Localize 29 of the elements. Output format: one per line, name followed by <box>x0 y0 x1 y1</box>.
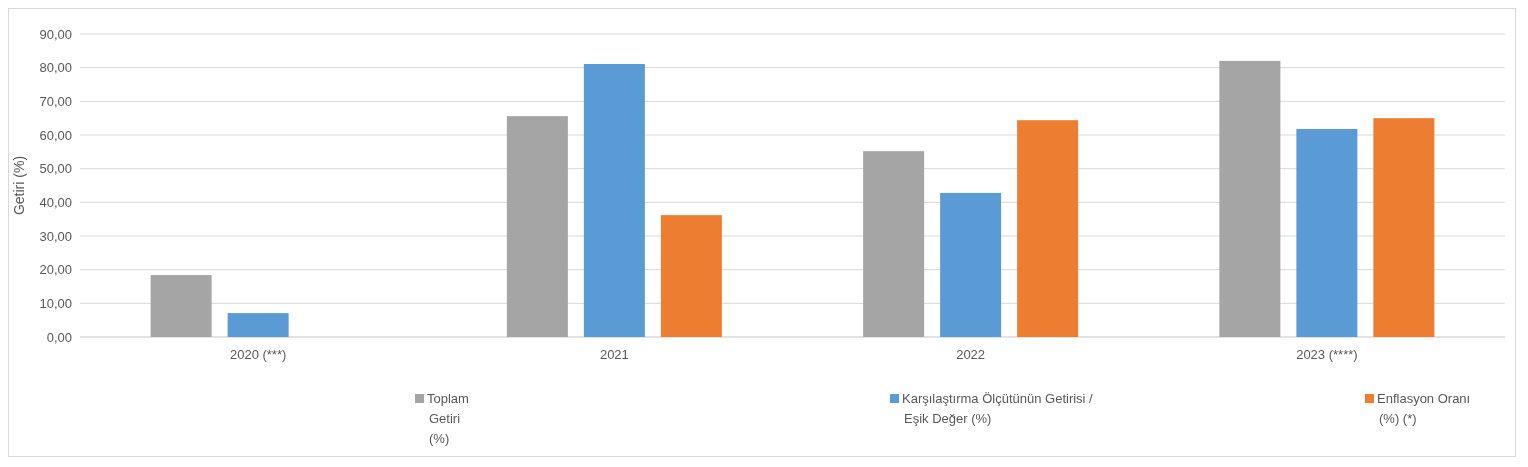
bar <box>863 151 925 337</box>
bar <box>583 63 645 337</box>
bar <box>1296 128 1358 337</box>
x-tick-label: 2022 <box>956 347 986 362</box>
y-tick-label: 60,00 <box>39 127 72 143</box>
y-tick-label: 30,00 <box>39 228 72 244</box>
y-axis-title: Getiri (%) <box>11 155 27 216</box>
y-tick-label: 40,00 <box>39 194 72 210</box>
bar <box>227 313 289 337</box>
y-tick-label: 80,00 <box>39 60 72 76</box>
x-tick-label: 2021 <box>599 347 629 362</box>
bar <box>1017 120 1079 337</box>
y-tick-label: 50,00 <box>39 161 72 177</box>
bar <box>1373 118 1435 337</box>
legend-label: Toplam Getiri (%) <box>427 391 469 446</box>
legend-label: Enflasyon Oranı (%) (*) <box>1377 391 1471 426</box>
y-tick-label: 70,00 <box>39 93 72 109</box>
y-tick-label: 0,00 <box>46 329 72 345</box>
bar <box>506 116 568 337</box>
x-tick-label: 2023 (****) <box>1296 347 1358 362</box>
y-tick-label: 10,00 <box>39 295 72 311</box>
legend-label: Karşılaştırma Ölçütünün Getirisi / Eşik Değer (%) <box>902 391 1094 426</box>
bar <box>150 275 212 337</box>
x-tick-label: 2020 (***) <box>229 347 287 362</box>
y-tick-label: 20,00 <box>39 262 72 278</box>
bar <box>1219 60 1281 337</box>
bar <box>660 215 722 337</box>
y-tick-label: 90,00 <box>39 26 72 42</box>
bar <box>940 192 1002 337</box>
